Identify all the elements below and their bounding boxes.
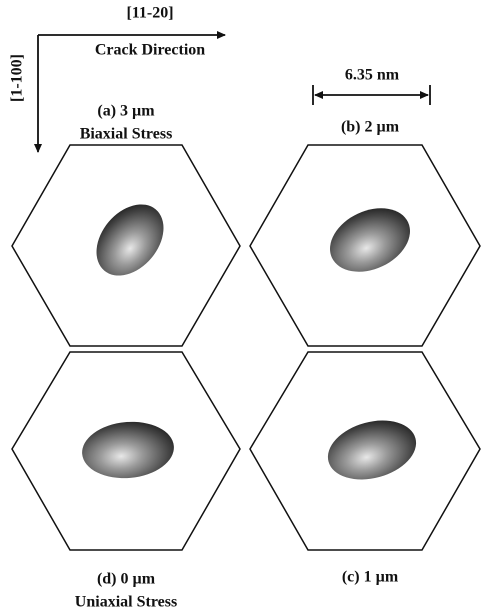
panel-label: (d) 0 µm [97,571,156,588]
panel-label: (c) 1 µm [342,569,399,586]
scale-label: 6.35 nm [345,67,400,84]
horizontal-caption: Crack Direction [95,42,205,59]
panel-caption: Biaxial Stress [80,126,173,143]
horizontal-direction: [11-20] [126,5,173,22]
void [321,411,422,488]
panel-caption: Uniaxial Stress [75,594,177,611]
panel-label: (b) 2 µm [341,119,400,136]
void [80,418,177,482]
vertical-direction: [1-100] [9,54,26,102]
figure: [11-20] Crack Direction [1-100] 6.35 nm … [0,0,482,616]
void [320,196,421,284]
void [83,191,177,288]
panel-label: (a) 3 µm [97,103,155,120]
